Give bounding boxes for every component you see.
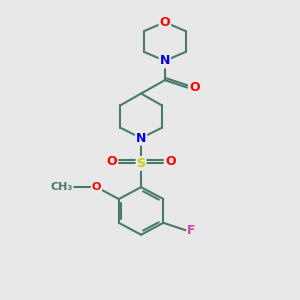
Text: S: S — [136, 157, 146, 170]
Text: O: O — [160, 16, 170, 29]
Text: N: N — [160, 54, 170, 67]
Text: O: O — [166, 155, 176, 168]
Text: O: O — [189, 81, 200, 94]
Text: F: F — [188, 224, 196, 237]
Text: CH₃: CH₃ — [50, 182, 73, 192]
Text: O: O — [106, 155, 117, 168]
Text: O: O — [92, 182, 101, 192]
Text: N: N — [136, 132, 146, 145]
